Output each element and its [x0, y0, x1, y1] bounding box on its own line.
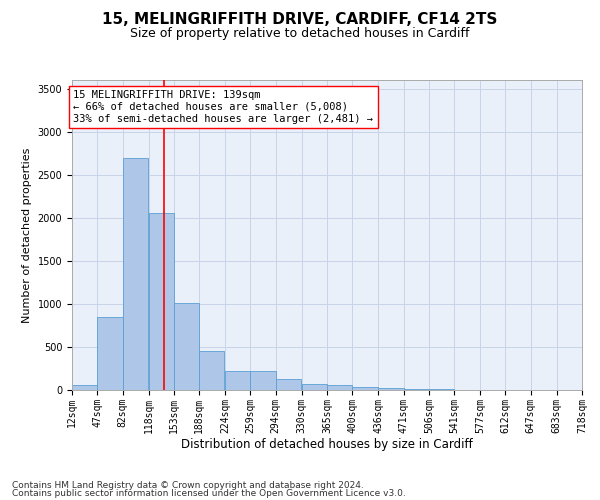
Bar [352, 387, 377, 390]
Bar [250, 372, 276, 390]
Bar [404, 389, 429, 390]
Text: 15 MELINGRIFFITH DRIVE: 139sqm
← 66% of detached houses are smaller (5,008)
33% : 15 MELINGRIFFITH DRIVE: 139sqm ← 66% of … [73, 90, 373, 124]
Bar [225, 370, 250, 390]
Bar [199, 351, 224, 390]
Bar [429, 389, 454, 390]
Text: Contains public sector information licensed under the Open Government Licence v3: Contains public sector information licen… [12, 489, 406, 498]
Text: Size of property relative to detached houses in Cardiff: Size of property relative to detached ho… [130, 28, 470, 40]
Bar [72, 385, 97, 390]
Text: 15, MELINGRIFFITH DRIVE, CARDIFF, CF14 2TS: 15, MELINGRIFFITH DRIVE, CARDIFF, CF14 2… [103, 12, 497, 28]
X-axis label: Distribution of detached houses by size in Cardiff: Distribution of detached houses by size … [181, 438, 473, 452]
Bar [149, 212, 174, 390]
Bar [302, 384, 327, 390]
Bar [122, 158, 148, 390]
Y-axis label: Number of detached properties: Number of detached properties [22, 148, 32, 322]
Bar [174, 304, 199, 390]
Bar [276, 379, 301, 390]
Text: Contains HM Land Registry data © Crown copyright and database right 2024.: Contains HM Land Registry data © Crown c… [12, 480, 364, 490]
Bar [97, 317, 122, 390]
Bar [327, 386, 352, 390]
Bar [378, 388, 404, 390]
